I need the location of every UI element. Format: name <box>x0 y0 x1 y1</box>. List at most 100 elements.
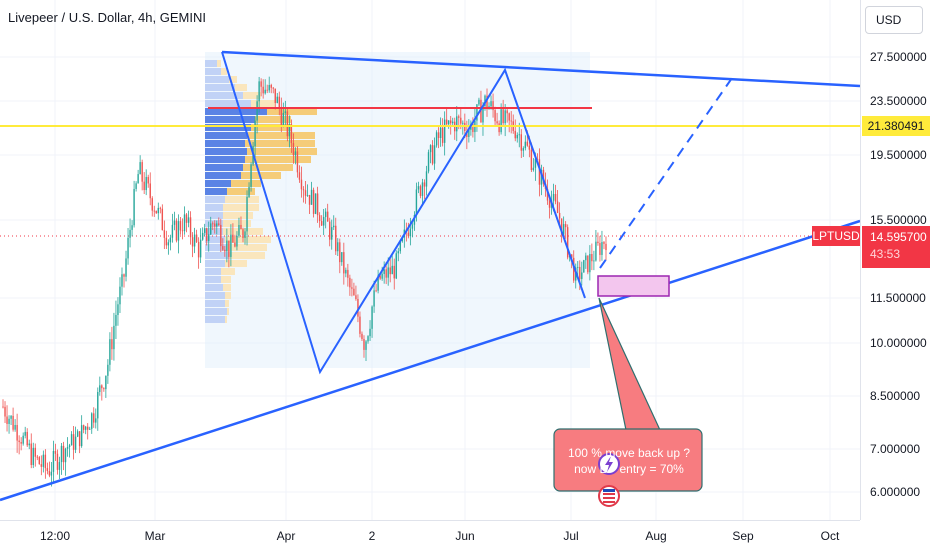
candle-body <box>316 193 319 216</box>
volume-profile-bar-down <box>247 148 317 155</box>
volume-profile-bar-up <box>205 60 217 67</box>
volume-profile-bar-down <box>229 76 237 83</box>
currency-button[interactable]: USD <box>865 6 923 34</box>
callout-text: 100 % move back up ? now L entry = 70% <box>556 432 702 490</box>
candle-body <box>74 436 77 450</box>
candle-body <box>595 241 597 261</box>
projection-dashed-line <box>599 77 733 269</box>
candle-body <box>411 224 414 229</box>
candle-body <box>129 229 131 238</box>
volume-profile-bar-down <box>227 308 229 315</box>
candle-body <box>278 96 280 108</box>
volume-profile-bar-up <box>205 260 225 267</box>
candle-body <box>111 339 113 350</box>
candle-body <box>276 96 278 103</box>
candle-body <box>599 243 601 255</box>
candle-body <box>427 152 430 172</box>
candle-body <box>228 240 230 257</box>
candle-body <box>264 89 266 94</box>
candle-body <box>226 240 228 252</box>
candle-body <box>296 151 299 173</box>
candle-body <box>320 221 323 226</box>
candle-body <box>324 211 327 218</box>
candle-body <box>127 237 129 259</box>
candle-body <box>193 234 196 247</box>
candle-body <box>266 89 268 91</box>
candle-body <box>123 274 125 277</box>
volume-profile-bar-up <box>205 148 247 155</box>
candle-body <box>423 182 426 187</box>
volume-profile-bar-up <box>205 252 229 259</box>
candle-body <box>456 116 458 132</box>
volume-profile-bar-up <box>205 100 251 107</box>
candle-body <box>64 448 67 463</box>
volume-profile-bar-up <box>205 108 267 115</box>
volume-profile-bar-up <box>205 172 241 179</box>
candle-body <box>50 471 53 476</box>
candle-body <box>107 364 109 376</box>
candle-body <box>151 198 153 211</box>
candle-body <box>490 101 492 107</box>
candle-body <box>504 110 506 124</box>
volume-profile-bar-up <box>205 156 245 163</box>
candle-body <box>566 227 569 258</box>
candle-body <box>44 454 47 469</box>
candle-body <box>191 237 194 247</box>
candle-body <box>433 145 436 164</box>
candle-body <box>284 111 287 113</box>
candle-body <box>367 336 369 342</box>
candle-body <box>502 109 504 124</box>
candle-body <box>383 269 385 275</box>
candle-body <box>391 265 393 275</box>
volume-profile-area <box>205 52 590 368</box>
candle-body <box>38 457 41 465</box>
volume-profile-bar-down <box>223 284 231 291</box>
candle-body <box>369 328 371 337</box>
candle-body <box>197 241 200 258</box>
candle-body <box>8 418 10 424</box>
volume-profile-bar-up <box>205 188 227 195</box>
candle-body <box>262 86 264 94</box>
candle-body <box>286 111 289 137</box>
candle-body <box>240 224 242 230</box>
candle-body <box>397 251 399 254</box>
candle-body <box>254 120 256 147</box>
candle-body <box>125 258 127 277</box>
candle-body <box>298 172 301 180</box>
candle-body <box>268 84 270 91</box>
price-tick: 19.500000 <box>870 148 927 162</box>
candle-body <box>375 290 377 292</box>
candle-body <box>371 306 373 329</box>
candle-body <box>292 143 295 156</box>
candle-body <box>159 207 162 209</box>
candle-body <box>373 290 375 307</box>
time-axis[interactable] <box>0 520 860 551</box>
candle-body <box>381 274 383 279</box>
candle-body <box>157 207 159 214</box>
candle-body <box>62 445 65 463</box>
candle-body <box>486 95 488 110</box>
candle-body <box>139 162 141 175</box>
zigzag-pattern <box>221 51 586 375</box>
candle-body <box>12 415 14 430</box>
candle-body <box>546 188 549 201</box>
callout-pointer <box>598 297 661 431</box>
price-chart[interactable] <box>0 0 860 520</box>
candle-body <box>212 223 214 225</box>
candle-body <box>601 242 603 255</box>
candle-body <box>149 183 151 199</box>
candle-body <box>270 84 272 88</box>
last-price-label: 14.595700 43:53 <box>862 226 930 268</box>
candle-body <box>230 234 232 257</box>
candle-body <box>593 260 595 262</box>
bar-countdown: 43:53 <box>870 247 901 261</box>
candle-body <box>248 186 250 197</box>
time-tick: Mar <box>144 529 166 543</box>
price-tick: 10.000000 <box>870 336 927 350</box>
candle-body <box>337 242 339 252</box>
candle-body <box>121 274 123 287</box>
price-tick: 6.000000 <box>870 485 921 499</box>
candle-body <box>304 190 307 196</box>
candle-body <box>603 242 605 244</box>
candle-body <box>564 224 567 228</box>
